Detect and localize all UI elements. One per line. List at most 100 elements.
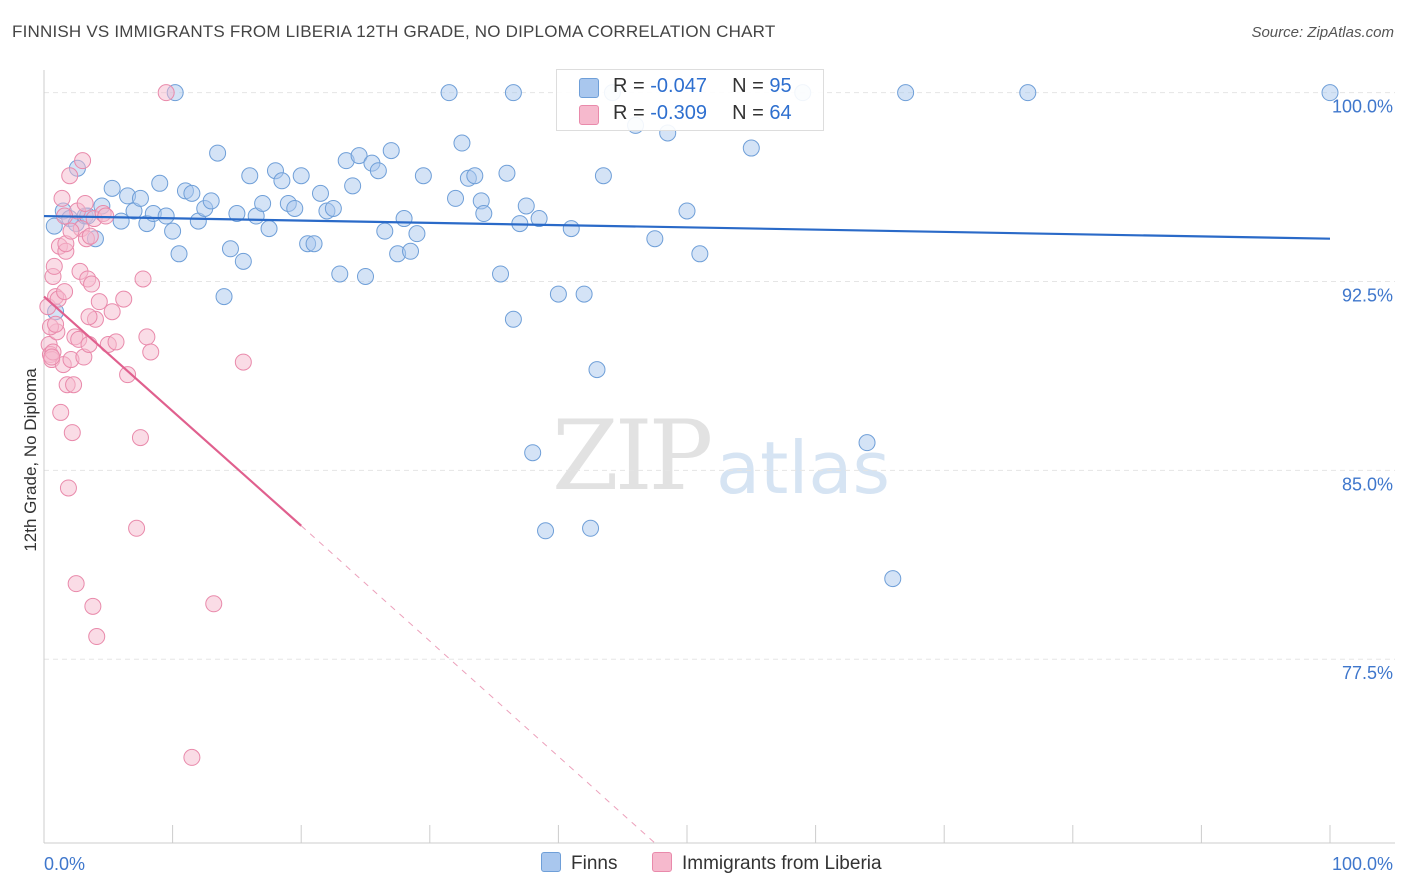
liberia-point [76,194,94,212]
liberia-point [107,333,125,351]
finns-point [331,265,349,283]
liberia-point [67,575,85,593]
finns-point [103,179,121,197]
liberia-swatch [579,105,599,125]
finns-point [530,210,548,228]
bottom-legend-liberia: Immigrants from Liberia [652,852,882,875]
finns-point [131,189,149,207]
liberia-point [43,348,61,366]
liberia-point [234,353,252,371]
finns-point [517,197,535,215]
liberia-n-value: 64 [769,102,792,124]
finns-point [202,192,220,210]
liberia-point [183,748,201,766]
finns-point [254,194,272,212]
finns-point [183,184,201,202]
finns-point [402,242,420,260]
y-tick-label: 92.5% [1342,286,1393,306]
liberia-trend-line [43,295,302,527]
finns-point [260,220,278,238]
finns-point [164,222,182,240]
liberia-point [53,189,71,207]
liberia-point [205,595,223,613]
finns-trend-line [43,214,1331,240]
finns-point [447,189,465,207]
finns-point [170,245,188,263]
finns-point [524,444,542,462]
liberia-point [103,303,121,321]
y-tick-label: 85.0% [1342,474,1393,494]
finns-point [112,212,130,230]
finns-point [1321,84,1339,102]
finns-point [215,288,233,306]
finns-point [228,205,246,223]
bottom-legend-finns: Finns [541,852,617,875]
y-tick-label: 77.5% [1342,663,1393,683]
finns-point [369,162,387,180]
watermark-zip: ZIP [552,400,713,512]
finns-point [466,167,484,185]
finns-point [292,167,310,185]
liberia-point [115,290,133,308]
liberia-legend-swatch [652,852,672,872]
finns-point [414,167,432,185]
finns-point [588,361,606,379]
finns-point [382,142,400,160]
finns-point [273,172,291,190]
liberia-point [80,308,98,326]
liberia-point [83,275,101,293]
liberia-point [47,315,65,333]
finns-point [504,310,522,328]
liberia-n-label: N = [732,102,770,124]
finns-point [408,225,426,243]
finns-n-value: 95 [769,75,792,97]
liberia-point [81,227,99,245]
finns-point [209,144,227,162]
finns-point [492,265,510,283]
finns-point [305,235,323,253]
liberia-point [128,519,146,537]
liberia-point [142,343,160,361]
liberia-point [119,366,137,384]
finns-n-label: N = [732,75,770,97]
liberia-legend-label: Immigrants from Liberia [682,853,882,874]
liberia-point [63,424,81,442]
liberia-point [134,270,152,288]
finns-point [575,285,593,303]
liberia-point [65,376,83,394]
finns-point [324,199,342,217]
liberia-point [61,167,79,185]
finns-point [475,205,493,223]
chart-title: FINNISH VS IMMIGRANTS FROM LIBERIA 12TH … [12,22,776,41]
finns-point [562,220,580,238]
finns-point [537,522,555,540]
finns-point [234,252,252,270]
finns-point [286,199,304,217]
source-label: Source: ZipAtlas.com [1251,24,1394,41]
y-axis-label: 12th Grade, No Diploma [21,368,40,552]
finns-swatch [579,78,599,98]
finns-point [549,285,567,303]
finns-point [1019,84,1037,102]
liberia-point [157,84,175,102]
finns-point [221,240,239,258]
liberia-point [84,597,102,615]
finns-point [241,167,259,185]
finns-point [151,174,169,192]
finns-point [453,134,471,152]
finns-point [357,267,374,285]
y-tick-label: 100.0% [1332,97,1393,117]
finns-point [897,84,915,102]
liberia-point [56,283,74,301]
finns-point [678,202,696,220]
finns-point [45,217,63,235]
finns-r-label: R = [613,75,651,97]
liberia-point [80,335,98,353]
finns-point [311,184,329,202]
liberia-point [90,293,108,311]
liberia-point [62,222,80,240]
finns-point [350,147,368,165]
x-tick-label-max: 100.0% [1332,854,1393,874]
finns-point [582,519,600,537]
